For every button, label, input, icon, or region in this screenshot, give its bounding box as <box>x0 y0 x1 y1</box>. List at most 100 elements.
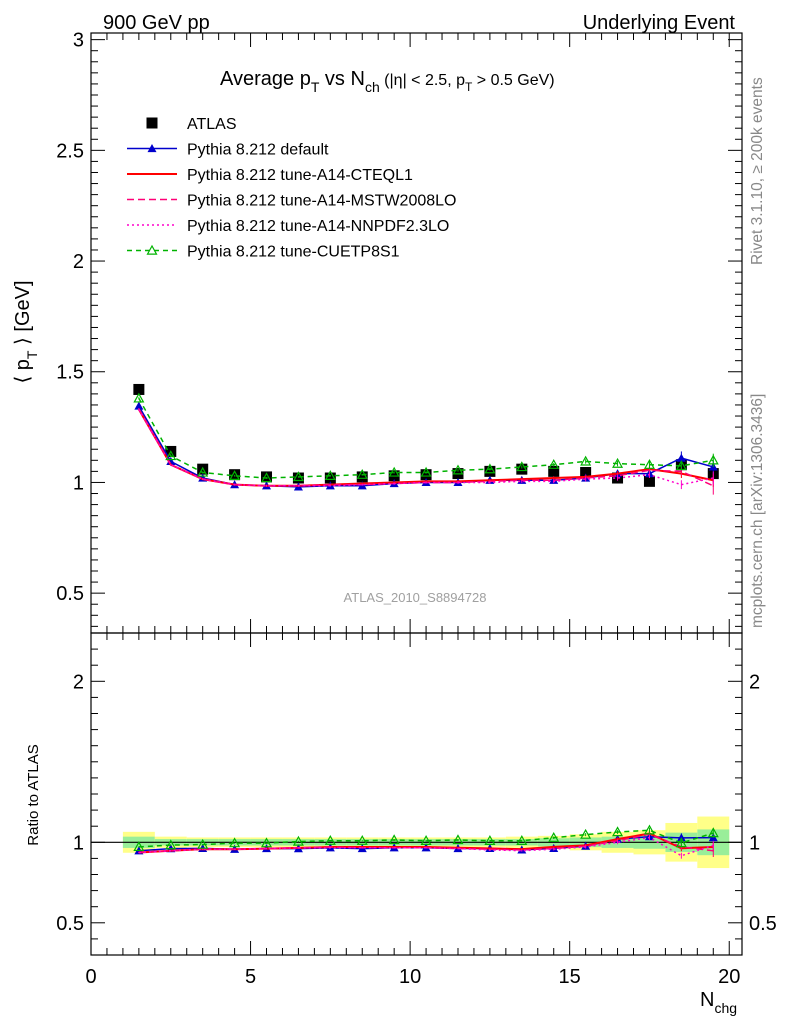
y-tick-label: 1.5 <box>56 362 84 384</box>
data-point <box>292 835 304 846</box>
legend-label: Pythia 8.212 tune-A14-NNPDF2.3LO <box>187 218 449 235</box>
ratio-y-tick-label: 2 <box>73 671 84 693</box>
y-tick-label: 1 <box>73 472 84 494</box>
data-point <box>133 841 145 852</box>
series-group <box>133 392 719 483</box>
data-point <box>229 837 241 848</box>
data-point <box>452 464 464 475</box>
legend-entry: Pythia 8.212 tune-CUETP8S1 <box>127 244 400 261</box>
x-tick-label: 5 <box>245 966 256 988</box>
data-point <box>165 450 177 461</box>
data-point <box>612 826 624 837</box>
data-point <box>147 144 157 153</box>
main-panel: 0.5 1 1.5 2 2.5 3 <box>56 30 743 634</box>
data-point <box>197 838 209 849</box>
data-point <box>676 453 686 462</box>
legend-entry: Pythia 8.212 default <box>127 142 329 159</box>
ratio-series-group <box>138 835 714 859</box>
y-tick-label: 2.5 <box>56 140 84 162</box>
data-point <box>420 466 432 477</box>
data-point <box>134 401 144 410</box>
ratio-panel: 0 5 10 15 20 0.5 0.5 1 1 2 2 <box>56 632 777 988</box>
data-point <box>260 472 273 483</box>
legend: ATLAS Pythia 8.212 default Pythia 8.212 tu… <box>127 116 456 261</box>
data-point <box>707 827 719 838</box>
legend-entry-atlas: ATLAS <box>146 116 237 133</box>
data-point <box>612 457 624 468</box>
ratio-y-tick-label: 1 <box>73 832 84 854</box>
ratio-frame <box>90 632 743 956</box>
data-point <box>356 471 368 483</box>
data-point <box>324 834 336 845</box>
data-point <box>580 828 592 839</box>
data-point <box>516 835 528 845</box>
ratio-y-tick-label-right: 0.5 <box>749 913 777 935</box>
legend-label: Pythia 8.212 default <box>187 142 329 159</box>
data-point <box>166 456 176 466</box>
ratio-y-tick-label-right: 1 <box>749 832 760 854</box>
chart-title: Average pT vs Nch (|η| < 2.5, pT > 0.5 G… <box>220 68 555 95</box>
data-point <box>292 472 304 484</box>
data-point <box>146 244 158 255</box>
data-point <box>580 455 592 466</box>
data-point <box>516 463 528 475</box>
data-point <box>643 475 655 487</box>
data-point <box>356 468 368 479</box>
y-tick-label: 0.5 <box>56 583 84 605</box>
y-axis-label: ⟨ pT ⟩ [GeV] <box>12 280 40 383</box>
energy-label: 900 GeV pp <box>103 12 210 34</box>
data-point <box>420 835 432 845</box>
data-point <box>516 461 528 472</box>
data-point <box>388 466 400 477</box>
data-point <box>133 383 145 395</box>
data-point <box>548 831 560 842</box>
legend-entry: Pythia 8.212 tune-A14-NNPDF2.3LO <box>127 218 449 235</box>
source-label: mcplots.cern.ch [arXiv:1306.3436] <box>749 394 766 628</box>
data-point <box>484 463 496 474</box>
analysis-watermark: ATLAS_2010_S8894728 <box>344 590 487 605</box>
x-tick-label: 10 <box>399 966 421 988</box>
ratio-y-tick-label: 0.5 <box>56 913 84 935</box>
legend-entry: Pythia 8.212 tune-A14-MSTW2008LO <box>127 193 456 210</box>
data-point <box>261 471 273 483</box>
data-point <box>707 454 719 465</box>
ratio-y-tick-label-right: 2 <box>749 671 760 693</box>
ratio-series-group <box>133 824 719 852</box>
data-point <box>165 839 177 850</box>
data-point <box>675 837 687 848</box>
data-point <box>675 460 687 471</box>
y-tick-label: 2 <box>73 251 84 273</box>
x-tick-label: 20 <box>718 966 740 988</box>
series-line <box>138 397 714 479</box>
data-point <box>133 392 145 403</box>
data-point <box>420 469 432 481</box>
data-point <box>229 470 241 481</box>
data-point <box>388 834 400 845</box>
data-point <box>324 470 336 481</box>
data-point <box>484 465 496 477</box>
legend-label: Pythia 8.212 tune-A14-MSTW2008LO <box>187 193 456 210</box>
x-tick-label: 15 <box>559 966 581 988</box>
x-axis-label: Nchg <box>700 989 737 1016</box>
data-point <box>197 466 209 477</box>
rivet-label: Rivet 3.1.10, ≥ 200k events <box>749 77 766 265</box>
data-point <box>548 465 560 477</box>
process-label: Underlying Event <box>583 12 736 34</box>
series-group <box>138 408 714 490</box>
data-point <box>356 834 368 845</box>
y-tick-label: 3 <box>73 30 84 52</box>
data-point <box>643 824 655 835</box>
data-point <box>260 837 273 848</box>
data-point <box>324 472 336 484</box>
legend-label: ATLAS <box>187 116 237 133</box>
ratio-y-axis-label: Ratio to ATLAS <box>25 744 42 845</box>
data-point <box>643 458 655 469</box>
data-point <box>484 835 496 845</box>
legend-label: Pythia 8.212 tune-A14-CTEQL1 <box>187 167 413 184</box>
data-point <box>292 471 304 482</box>
data-point <box>146 117 158 129</box>
data-point <box>452 834 464 845</box>
data-point <box>580 466 592 478</box>
x-tick-label: 0 <box>85 966 96 988</box>
